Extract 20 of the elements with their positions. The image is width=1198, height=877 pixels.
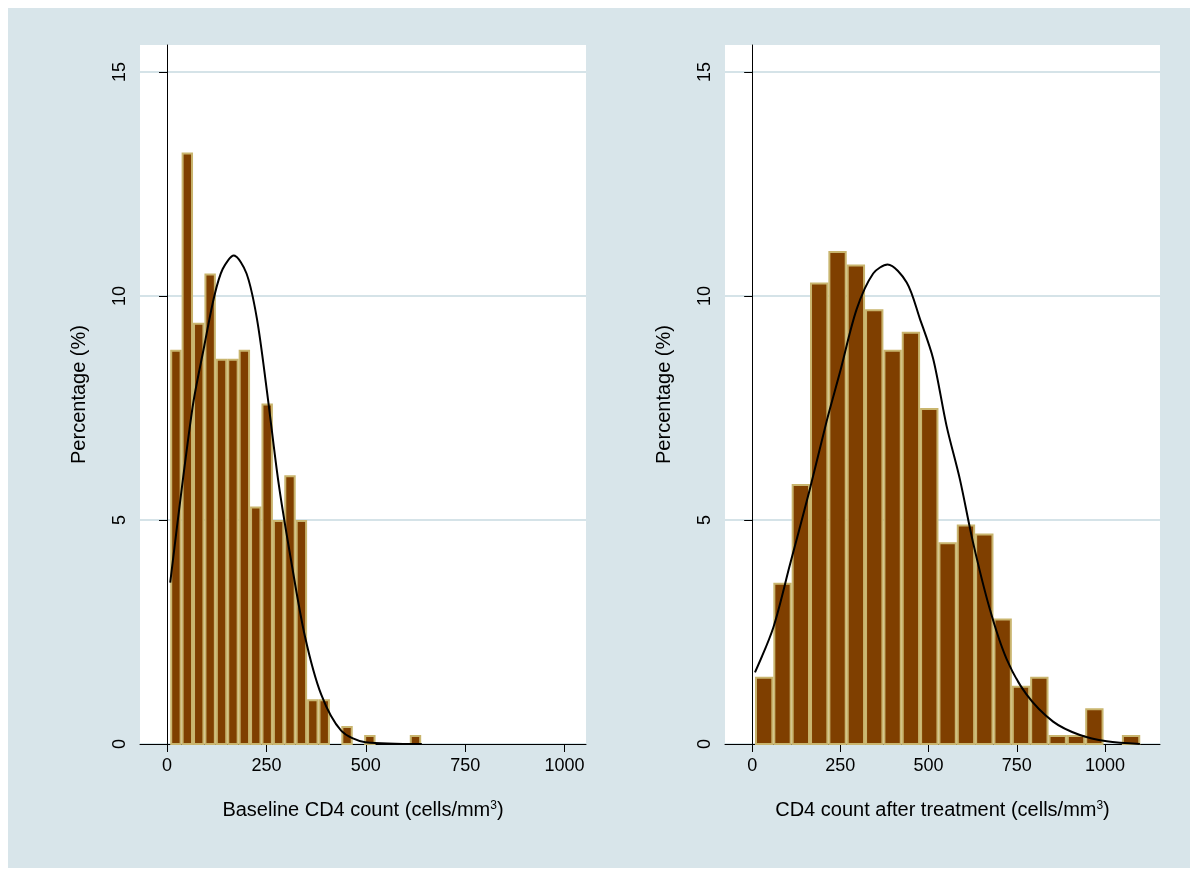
y-tick-label: 10 xyxy=(109,285,129,306)
x-tick-label: 1000 xyxy=(1084,755,1125,775)
x-tick-label: 250 xyxy=(825,755,856,775)
x-tick-label: 0 xyxy=(747,755,758,775)
y-tick-label: 5 xyxy=(109,514,129,525)
x-tick-label: 500 xyxy=(350,755,381,775)
y-tick-label: 0 xyxy=(694,738,714,750)
x-tick-label: 750 xyxy=(1001,755,1032,775)
x-tick-label: 0 xyxy=(162,755,173,775)
y-axis-title: Percentage (%) xyxy=(67,325,89,464)
y-tick-label: 15 xyxy=(109,61,129,82)
x-tick-label: 500 xyxy=(913,755,944,775)
y-tick-label: 15 xyxy=(694,61,714,82)
y-tick-label: 0 xyxy=(109,738,129,750)
y-tick-label: 10 xyxy=(694,285,714,306)
x-tick-label: 1000 xyxy=(544,755,585,775)
y-axis-title: Percentage (%) xyxy=(652,325,674,464)
x-tick-label: 750 xyxy=(450,755,481,775)
x-tick-label: 250 xyxy=(251,755,282,775)
y-tick-label: 5 xyxy=(694,514,714,525)
